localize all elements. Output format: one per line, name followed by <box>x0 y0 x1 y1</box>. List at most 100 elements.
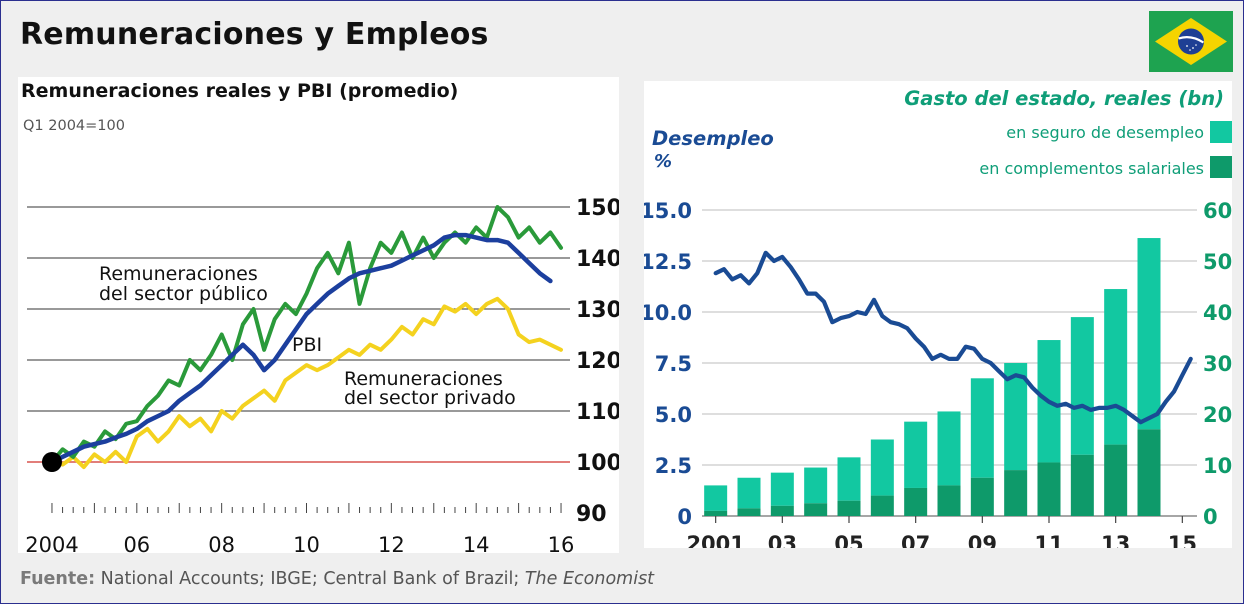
page-title: Remuneraciones y Empleos <box>20 17 489 52</box>
left-x-tick-label: 12 <box>378 533 405 553</box>
left-y-tick-label: 150 <box>576 196 619 221</box>
spending-y-tick-label: 10 <box>1203 454 1232 478</box>
baseline-origin-marker <box>41 452 62 472</box>
unemployment-axis-title-line1: Desempleo <box>652 127 774 150</box>
right-x-tick-label: 07 <box>901 532 930 548</box>
unemployment-y-tick-label: 0 <box>677 505 692 529</box>
left-y-tick-label: 130 <box>576 298 619 323</box>
bar-unemployment-insurance <box>904 421 928 488</box>
private-series-line <box>50 296 563 470</box>
unemployment-y-tick-label: 10.0 <box>644 301 692 325</box>
bar-unemployment-insurance <box>970 378 994 478</box>
right-x-tick-label: 05 <box>834 532 863 548</box>
unemployment-y-tick-label: 15.0 <box>644 199 692 223</box>
bar-wage-complements <box>770 505 794 516</box>
public-wages-label-line2: del sector público <box>99 283 268 305</box>
wages-gdp-chart: Remuneraciones reales y PBI (promedio) Q… <box>21 80 622 557</box>
source-italic: The Economist <box>524 569 655 589</box>
left-y-axis: 90 100 110 120 130 140 150 <box>576 196 622 527</box>
pbi-series-line <box>49 232 553 465</box>
spending-y-tick-label: 0 <box>1203 505 1218 529</box>
left-y-tick-label: 120 <box>576 349 619 374</box>
right-x-tick-label: 13 <box>1101 532 1130 548</box>
unemployment-rate-line <box>713 250 1193 425</box>
brazil-flag-icon <box>1149 11 1233 72</box>
bar-wage-complements <box>737 508 761 516</box>
bar-wage-complements <box>904 487 928 516</box>
bar-wage-complements <box>1137 429 1161 516</box>
left-x-tick-label: 14 <box>463 533 490 553</box>
public-wages-label-line1: Remuneraciones <box>99 263 258 285</box>
right-x-tick-label: 15 <box>1168 532 1197 548</box>
unemployment-line-layer <box>713 250 1193 425</box>
private-wages-label-line2: del sector privado <box>344 387 516 409</box>
unemployment-y-tick-label: 5.0 <box>655 403 692 427</box>
spending-y-tick-label: 60 <box>1203 199 1232 223</box>
legend-swatch-wage-complements <box>1210 156 1232 178</box>
right-left-y-axis: 0 2.5 5.0 7.5 10.0 12.5 15.0 <box>640 199 692 529</box>
right-right-y-axis: 0 10 20 30 40 50 60 <box>1203 199 1232 529</box>
legend-swatch-unemployment-insurance <box>1210 121 1232 143</box>
left-chart-subtitle: Q1 2004=100 <box>23 118 125 134</box>
legend-label-wage-complements: en complementos salariales <box>979 159 1204 178</box>
bar-wage-complements <box>1104 444 1128 516</box>
unemployment-y-tick-label: 12.5 <box>644 250 692 274</box>
left-x-tick-label: 2004 <box>25 533 78 553</box>
private-wages-annotation: Remuneraciones del sector privado <box>344 368 516 409</box>
bar-wage-complements <box>804 503 828 516</box>
bar-unemployment-insurance <box>1070 317 1094 455</box>
bar-unemployment-insurance <box>737 477 761 509</box>
left-y-tick-label: 100 <box>576 451 619 476</box>
bar-unemployment-insurance <box>870 439 894 496</box>
bar-wage-complements <box>870 495 894 516</box>
right-x-axis: 2001 03 05 07 09 11 13 15 <box>686 516 1197 556</box>
bar-wage-complements <box>837 500 861 516</box>
bar-unemployment-insurance <box>1104 289 1128 445</box>
left-chart-title: Remuneraciones reales y PBI (promedio) <box>21 80 458 102</box>
left-x-tick-label: 10 <box>293 533 320 553</box>
source-label: Fuente: <box>20 569 96 589</box>
wages-gdp-chart-panel: Remuneraciones reales y PBI (promedio) Q… <box>18 77 622 557</box>
spending-y-tick-label: 20 <box>1203 403 1232 427</box>
left-y-tick-label: 110 <box>576 400 619 425</box>
source-text: National Accounts; IBGE; Central Bank of… <box>95 569 525 589</box>
bar-unemployment-insurance <box>770 472 794 506</box>
unemployment-y-tick-label: 7.5 <box>655 352 692 376</box>
bar-unemployment-insurance <box>704 485 728 511</box>
left-x-tick-label: 08 <box>208 533 235 553</box>
right-x-tick-label: 2001 <box>686 532 744 548</box>
bar-wage-complements <box>1004 470 1028 516</box>
bar-wage-complements <box>970 477 994 516</box>
unemployment-spending-chart: Gasto del estado, reales (bn) en seguro … <box>640 87 1232 556</box>
spending-y-tick-label: 40 <box>1203 301 1232 325</box>
legend-label-unemployment-insurance: en seguro de desempleo <box>1006 123 1204 142</box>
public-wages-annotation: Remuneraciones del sector público <box>99 263 268 305</box>
bar-unemployment-insurance <box>837 457 861 501</box>
bar-wage-complements <box>1070 454 1094 516</box>
bar-unemployment-insurance <box>804 467 828 504</box>
source-note: Fuente: National Accounts; IBGE; Central… <box>20 569 654 589</box>
unemployment-spending-chart-panel: Gasto del estado, reales (bn) en seguro … <box>640 81 1232 556</box>
right-x-tick-label: 03 <box>768 532 797 548</box>
left-y-tick-label: 90 <box>576 502 607 527</box>
unemployment-y-tick-label: 2.5 <box>655 454 692 478</box>
unemployment-axis-title-line2: % <box>654 151 672 172</box>
right-x-tick-label: 11 <box>1034 532 1063 548</box>
bar-wage-complements <box>1037 462 1061 516</box>
left-y-tick-label: 140 <box>576 247 619 272</box>
bar-wage-complements <box>937 485 961 516</box>
spending-legend-title: Gasto del estado, reales (bn) <box>904 87 1224 110</box>
bar-unemployment-insurance <box>937 411 961 486</box>
private-wages-label-line1: Remuneraciones <box>344 368 503 390</box>
left-x-tick-label: 16 <box>548 533 575 553</box>
bar-unemployment-insurance <box>1137 238 1161 430</box>
left-series-lines <box>49 205 563 470</box>
spending-legend: Gasto del estado, reales (bn) en seguro … <box>904 87 1232 178</box>
spending-y-tick-label: 50 <box>1203 250 1232 274</box>
bar-unemployment-insurance <box>1004 363 1028 471</box>
unemployment-axis-title: Desempleo % <box>652 127 774 172</box>
public-series-line <box>50 205 563 464</box>
bar-wage-complements <box>704 510 728 516</box>
pbi-label: PBI <box>292 334 322 356</box>
